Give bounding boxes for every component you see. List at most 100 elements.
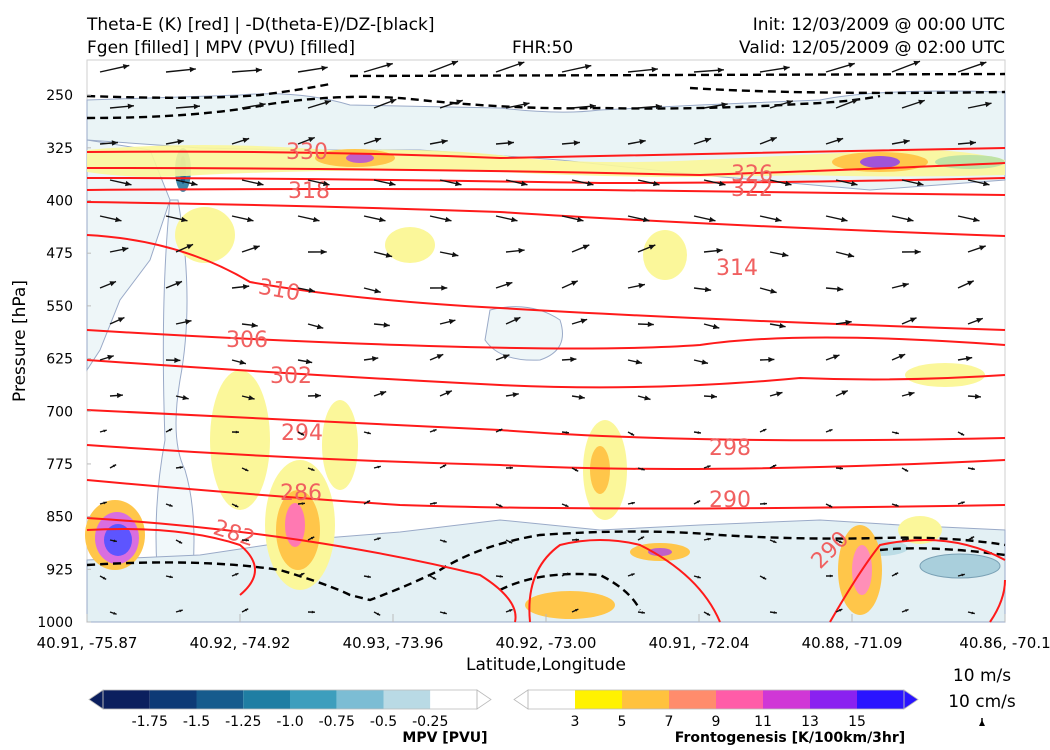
wind-vector [561,356,577,363]
colorbar-swatch [196,690,244,709]
wind-vector [967,467,976,471]
wind-vector [175,103,200,110]
wind-vector [901,467,909,472]
wind-vector [835,539,843,544]
wind-vector [769,539,777,544]
wind-vector [241,395,255,401]
colorbar-swatch [763,690,810,709]
theta-e-contour [86,147,1006,160]
vector-legend-arrowhead [979,720,985,726]
colorbar-swatch [383,690,431,709]
wind-vector [825,428,833,433]
wind-vector [231,284,250,290]
theta-e-contour-label: 314 [716,256,758,281]
y-tick-label: 850 [46,510,73,526]
stability-contour-top-2 [689,86,1006,95]
wind-vector [175,243,194,253]
wind-vector [429,215,452,223]
y-tick-label: 625 [46,352,73,368]
wind-vector [307,323,324,330]
wind-vector [769,611,778,614]
wind-vector [307,467,315,472]
wind-vector [505,392,519,398]
wind-vector [759,502,768,506]
wind-vector [297,136,316,145]
theta-e-contour [86,479,1006,510]
wind-vector [439,539,447,543]
wind-vector [109,392,123,399]
stability-contour-top [349,72,1006,78]
colorbar-swatch [669,690,716,709]
wind-vector [165,575,174,579]
fgen-max-east-core [860,156,900,168]
theta-e-contour [86,201,1006,237]
wind-vector [99,140,118,146]
y-axis-label: Pressure [hPa] [10,280,30,402]
theta-e-contour-label: 330 [286,140,328,165]
wind-vector [637,536,645,541]
x-tick-label: 40.86, -70.1 [959,634,1050,652]
theta-e-contour-label: 318 [288,179,330,204]
wind-vector [241,245,260,253]
fgen-column-3 [322,400,358,490]
wind-vector [231,430,240,434]
wind-vector [703,248,723,254]
fgen-column-2-pink [285,503,305,547]
mpv-core-low-level [919,553,1001,579]
wind-vector [637,467,645,471]
colorbar-tick-label: 3 [571,714,580,730]
wind-vector [703,393,717,400]
wind-vector [109,103,134,110]
wind-vector [429,575,437,580]
theta-e-contour-label: 326 [731,162,773,187]
wind-vector [297,431,305,436]
fgen-colorbar: 3 5 7 9 11 13 15 [513,689,919,730]
wind-vector [175,609,183,613]
colorbar-tick-label: 13 [801,714,819,730]
wind-vector [495,61,525,73]
wind-vector [703,323,720,330]
wind-vector [241,102,266,109]
wind-vector [175,539,183,544]
colorbar-extend-high [476,689,492,710]
wind-vector [957,280,975,289]
wind-vector [571,608,579,613]
wind-vector [957,573,965,577]
theta-e-contour [86,329,1006,350]
wind-vector [835,389,849,397]
wind-vector [429,60,459,73]
y-tick-label: 1000 [37,615,73,631]
wind-vector [901,179,924,187]
wind-vector [561,431,570,434]
wind-vector [109,611,117,615]
colorbar-swatch [716,690,763,709]
wind-vector [769,251,789,258]
wind-vector [373,611,381,616]
fgen-low-left [525,591,615,619]
y-axis: 250 325 400 475 550 625 700 775 850 925 1000 [37,88,91,631]
wind-vector [495,428,503,433]
wind-vector [175,179,198,187]
y-tick-label: 925 [46,562,73,578]
wind-vector [505,316,521,325]
wind-vector [505,101,530,109]
wind-vector [901,391,915,397]
wind-vector [835,319,852,326]
colorbar-swatch [243,690,290,709]
wind-vector [307,393,321,399]
colorbar-tick-label: 7 [665,714,674,730]
wind-vector [759,287,777,294]
wind-vector [637,244,656,253]
wind-vector [835,608,843,613]
wind-vector [175,319,192,325]
wind-vector [297,502,306,506]
wind-vector [571,318,588,325]
wind-vector [835,251,855,258]
wind-vector [241,608,249,613]
wind-vector [957,215,980,223]
x-axis-label: Latitude,Longitude [466,655,626,675]
title-line-1: Theta-E (K) [red] | -D(theta-E)/DZ-[blac… [86,15,435,35]
colorbar-tick-label: 9 [712,714,721,730]
wind-vector [505,247,525,254]
